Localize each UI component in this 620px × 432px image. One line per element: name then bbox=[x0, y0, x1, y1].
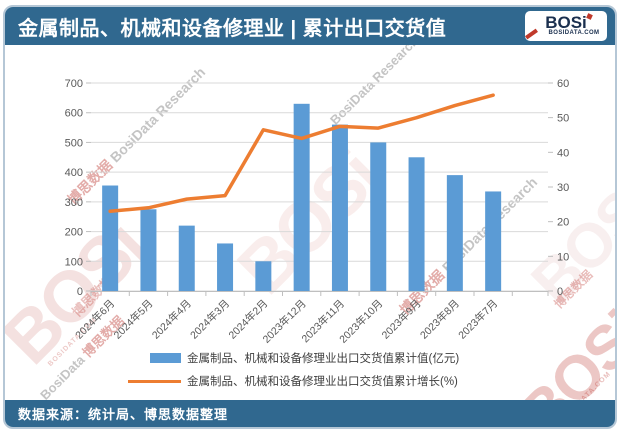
chart-area: BOSi BOSIDATA.COM BOSi BOSi BOSi BOSIDAT… bbox=[5, 45, 615, 400]
gridlines bbox=[91, 82, 548, 292]
svg-text:600: 600 bbox=[65, 108, 83, 120]
category-label: 2023年7月 bbox=[456, 297, 501, 342]
data-source-text: 数据来源：统计局、博思数据整理 bbox=[18, 407, 229, 422]
bar bbox=[255, 261, 272, 291]
svg-text:400: 400 bbox=[65, 167, 83, 179]
category-label: 2024年4月 bbox=[149, 297, 194, 342]
svg-text:20: 20 bbox=[557, 217, 569, 229]
left-axis-labels: 700 600 500 400 300 200 100 0 bbox=[65, 78, 83, 298]
bar bbox=[370, 142, 387, 291]
bar-series bbox=[102, 103, 502, 291]
header-bar: 金属制品、机械和设备修理业 | 累计出口交货值 BOSi BOSIDATA.CO… bbox=[5, 7, 615, 45]
right-axis-labels: 60 50 40 30 20 10 0 bbox=[557, 78, 569, 298]
category-label: 2024年6月 bbox=[73, 297, 118, 342]
bar bbox=[178, 225, 195, 291]
svg-text:50: 50 bbox=[557, 113, 569, 125]
svg-text:100: 100 bbox=[65, 256, 83, 268]
svg-text:60: 60 bbox=[557, 78, 569, 90]
combo-chart-svg: 700600500400300200100060504030201002024年… bbox=[65, 78, 570, 346]
bar bbox=[140, 209, 157, 291]
svg-text:40: 40 bbox=[557, 147, 569, 159]
category-label: 2023年8月 bbox=[417, 297, 462, 342]
legend-bar-swatch-icon bbox=[150, 353, 181, 363]
svg-text:0: 0 bbox=[557, 286, 563, 298]
svg-text:700: 700 bbox=[65, 78, 83, 90]
x-axis-labels: 2024年6月2024年5月2024年4月2024年3月2024年2月2023年… bbox=[73, 297, 501, 346]
legend-bar-label: 金属制品、机械和设备修理业出口交货值累计值(亿元) bbox=[187, 353, 460, 365]
svg-text:10: 10 bbox=[557, 251, 569, 263]
category-label: 2024年5月 bbox=[111, 297, 156, 342]
legend-line-swatch-icon bbox=[128, 379, 181, 383]
page-title: 金属制品、机械和设备修理业 | 累计出口交货值 bbox=[18, 17, 447, 40]
svg-text:500: 500 bbox=[65, 137, 83, 149]
svg-text:300: 300 bbox=[65, 197, 83, 209]
right-axis-ticks bbox=[548, 82, 553, 292]
legend-item-line-series: 金属制品、机械和设备修理业出口交货值累计增长(%) bbox=[128, 375, 458, 388]
left-axis-ticks bbox=[86, 82, 91, 292]
svg-text:0: 0 bbox=[77, 286, 83, 298]
bar bbox=[446, 175, 463, 291]
bosi-logo-text: BOSi bbox=[545, 13, 587, 32]
bar bbox=[408, 157, 425, 291]
svg-text:200: 200 bbox=[65, 227, 83, 239]
bar bbox=[485, 191, 502, 291]
bar bbox=[102, 185, 119, 291]
legend-item-bar-series: 金属制品、机械和设备修理业出口交货值累计值(亿元) bbox=[150, 352, 460, 365]
bar bbox=[331, 124, 348, 291]
footer-bar: 数据来源：统计局、博思数据整理 bbox=[5, 400, 615, 427]
bar bbox=[217, 243, 234, 291]
bosi-logo: BOSi BOSIDATA.COM bbox=[525, 11, 607, 41]
category-label: 2024年3月 bbox=[187, 297, 232, 342]
bar bbox=[293, 103, 310, 291]
logo-red-dot-icon bbox=[586, 13, 593, 20]
category-label: 2023年9月 bbox=[379, 297, 424, 342]
legend-line-label: 金属制品、机械和设备修理业出口交货值累计增长(%) bbox=[187, 376, 458, 388]
logo-red-flag-icon bbox=[525, 28, 538, 40]
bosi-logo-site: BOSIDATA.COM bbox=[548, 30, 600, 36]
x-axis bbox=[90, 291, 549, 296]
infographic-card: 金属制品、机械和设备修理业 | 累计出口交货值 BOSi BOSIDATA.CO… bbox=[3, 5, 617, 429]
svg-text:30: 30 bbox=[557, 182, 569, 194]
line-series bbox=[108, 93, 495, 214]
